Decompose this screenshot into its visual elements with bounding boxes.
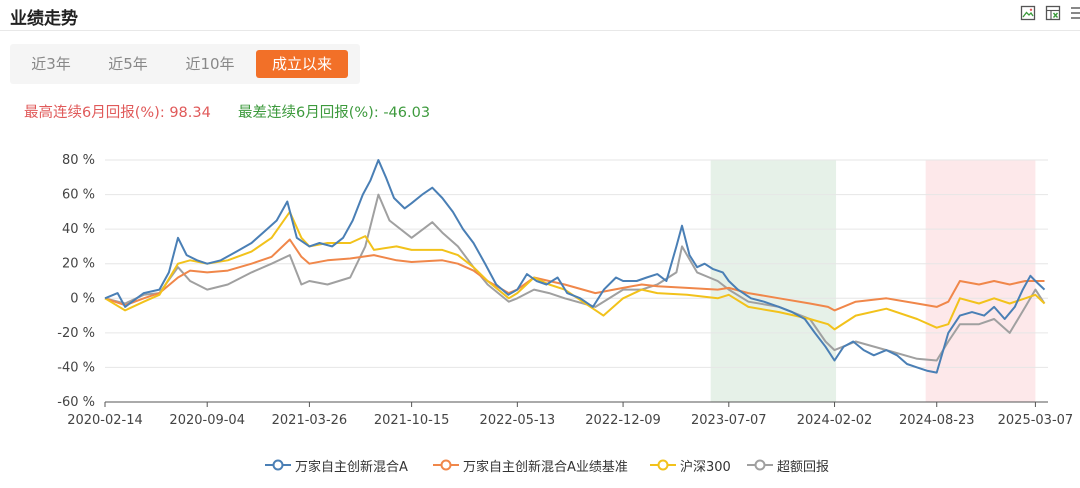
x-tick-label: 2021-10-15 bbox=[374, 413, 450, 428]
x-tick-label: 2021-03-26 bbox=[272, 413, 348, 428]
page-title: 业绩走势 bbox=[10, 9, 78, 29]
y-tick-label: 0 % bbox=[70, 291, 95, 306]
x-tick-label: 2024-08-23 bbox=[899, 413, 975, 428]
performance-chart: 80 % 60 % 40 % 20 % 0 % -20 % -40 % -60 % 2020-0… bbox=[57, 153, 1074, 428]
legend-label-excess: 超额回报 bbox=[777, 460, 830, 475]
x-tick-label: 2020-09-04 bbox=[169, 413, 245, 428]
y-tick-label: 80 % bbox=[62, 153, 95, 168]
legend-marker-excess bbox=[747, 459, 773, 471]
image-download-icon[interactable] bbox=[1020, 5, 1036, 21]
series-line-2 bbox=[104, 210, 1046, 331]
best-6m-value: 98.34 bbox=[169, 105, 211, 121]
x-tick-label: 2022-05-13 bbox=[480, 413, 556, 428]
series-line-1 bbox=[104, 238, 1045, 312]
worst-6m-label: 最差连续6月回报(%): bbox=[238, 105, 384, 121]
best-6m-return: 最高连续6月回报(%): 98.34 bbox=[24, 101, 211, 122]
tab-since-inception[interactable]: 成立以来 bbox=[256, 50, 348, 78]
tab-10-years[interactable]: 近10年 bbox=[185, 55, 235, 73]
y-tick-label: -60 % bbox=[57, 395, 95, 410]
best-6m-label: 最高连续6月回报(%): bbox=[24, 105, 170, 121]
x-tick-label: 2020-02-14 bbox=[67, 413, 143, 428]
legend-label-fund: 万家自主创新混合A bbox=[295, 460, 408, 475]
y-tick-label: -20 % bbox=[57, 326, 95, 341]
header: 业绩走势 bbox=[0, 0, 1080, 31]
legend-marker-benchmark bbox=[433, 459, 459, 471]
x-tick-label: 2025-03-07 bbox=[998, 413, 1074, 428]
tab-5-years[interactable]: 近5年 bbox=[108, 55, 148, 73]
shaded-period-red bbox=[925, 160, 1036, 402]
more-menu-icon[interactable] bbox=[1070, 5, 1080, 21]
period-tabs: 近3年 近5年 近10年 成立以来 bbox=[10, 44, 360, 84]
series-line-0 bbox=[104, 159, 1046, 374]
y-tick-label: 60 % bbox=[62, 188, 95, 203]
legend-marker-fund bbox=[265, 459, 291, 471]
worst-6m-return: 最差连续6月回报(%): -46.03 bbox=[238, 101, 430, 122]
series-line-3 bbox=[104, 193, 1046, 362]
excel-export-icon[interactable] bbox=[1045, 5, 1061, 21]
legend-label-hs300: 沪深300 bbox=[680, 460, 731, 475]
tab-3-years[interactable]: 近3年 bbox=[31, 55, 71, 73]
y-tick-label: 20 % bbox=[62, 257, 95, 272]
y-tick-label: -40 % bbox=[57, 360, 95, 375]
worst-6m-value: -46.03 bbox=[383, 105, 431, 121]
x-tick-label: 2022-12-09 bbox=[585, 413, 661, 428]
legend-label-benchmark: 万家自主创新混合A业绩基准 bbox=[463, 460, 628, 475]
x-tick-label: 2024-02-02 bbox=[797, 413, 873, 428]
legend-marker-hs300 bbox=[650, 459, 676, 471]
y-tick-label: 40 % bbox=[62, 222, 95, 237]
x-tick-label: 2023-07-07 bbox=[691, 413, 767, 428]
shaded-period-green bbox=[710, 160, 837, 402]
